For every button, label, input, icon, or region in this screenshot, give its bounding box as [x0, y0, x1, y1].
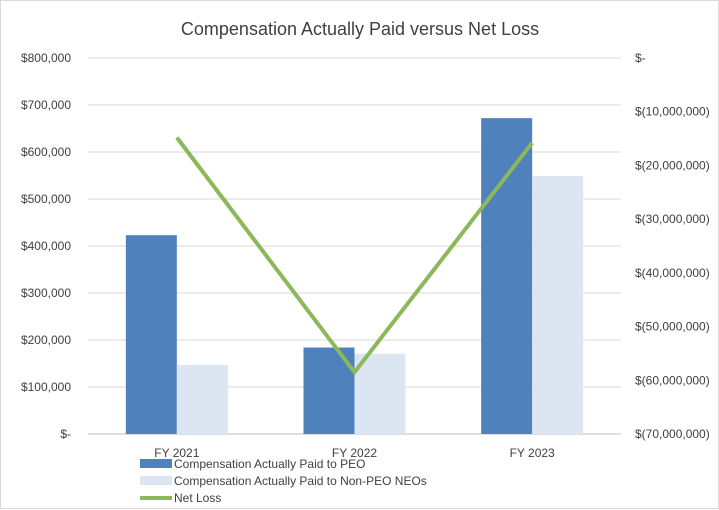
- left-tick-label: $800,000: [21, 51, 71, 65]
- left-tick-label: $500,000: [21, 192, 71, 206]
- legend-label: Compensation Actually Paid to Non-PEO NE…: [174, 474, 427, 488]
- right-tick-label: $(70,000,000): [635, 427, 710, 441]
- right-tick-label: $-: [635, 51, 646, 65]
- legend-label: Net Loss: [174, 491, 221, 505]
- right-tick-label: $(20,000,000): [635, 158, 710, 172]
- bar-non-peo-neos: [532, 175, 584, 434]
- left-tick-label: $400,000: [21, 239, 71, 253]
- left-tick-label: $200,000: [21, 333, 71, 347]
- left-axis: $- $100,000 $200,000 $300,000 $400,000 $500,0…: [21, 51, 71, 441]
- x-tick-label: FY 2022: [332, 446, 377, 460]
- line-series: [175, 136, 534, 376]
- legend-swatch: [140, 459, 172, 468]
- left-tick-label: $600,000: [21, 145, 71, 159]
- chart-title: Compensation Actually Paid versus Net Lo…: [181, 19, 539, 39]
- x-tick-label: FY 2023: [510, 446, 555, 460]
- left-tick-label: $100,000: [21, 380, 71, 394]
- right-axis: $- $(10,000,000) $(20,000,000) $(30,000,000…: [635, 51, 710, 441]
- right-tick-label: $(50,000,000): [635, 320, 710, 334]
- legend-swatch: [140, 476, 172, 485]
- x-axis: FY 2021 FY 2022 FY 2023: [154, 446, 555, 460]
- right-tick-label: $(60,000,000): [635, 373, 710, 387]
- legend: Compensation Actually Paid to PEO Compens…: [140, 457, 427, 505]
- net-loss-line: [175, 136, 534, 376]
- legend-label: Compensation Actually Paid to PEO: [174, 457, 365, 471]
- bar-non-peo-neos: [354, 353, 406, 434]
- left-tick-label: $300,000: [21, 286, 71, 300]
- bar-non-peo-neos: [176, 364, 228, 434]
- right-tick-label: $(40,000,000): [635, 266, 710, 280]
- left-tick-label: $700,000: [21, 98, 71, 112]
- x-tick-label: FY 2021: [154, 446, 199, 460]
- left-tick-label: $-: [60, 427, 71, 441]
- right-tick-label: $(10,000,000): [635, 105, 710, 119]
- bar-peo: [125, 235, 177, 434]
- bar-peo: [481, 118, 533, 434]
- bars: [125, 118, 584, 434]
- right-tick-label: $(30,000,000): [635, 212, 710, 226]
